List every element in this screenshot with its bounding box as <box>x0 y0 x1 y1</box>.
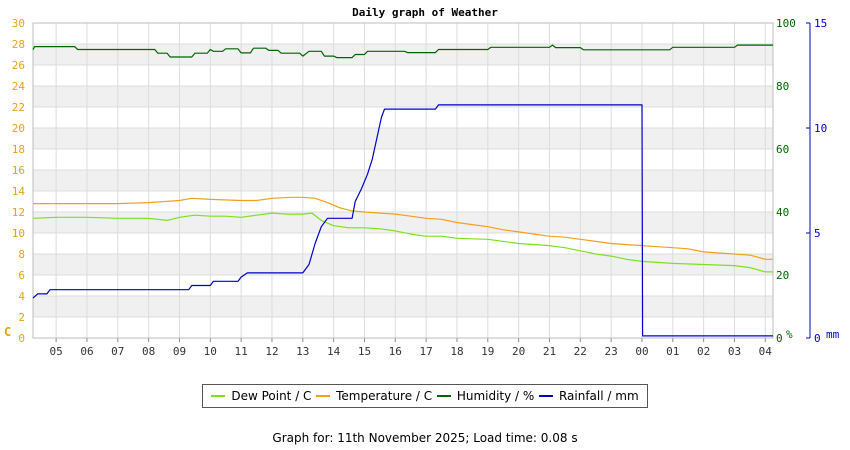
chart-title: Daily graph of Weather <box>352 6 498 19</box>
left-axis-tick-label: 22 <box>12 101 25 114</box>
left-axis-tick-label: 28 <box>12 38 25 51</box>
left-axis-tick-label: 12 <box>12 206 25 219</box>
legend-swatch-humidity <box>436 395 451 397</box>
grid-band <box>33 86 773 107</box>
plot-frame <box>32 22 774 339</box>
x-tick-label: 20 <box>512 345 525 358</box>
grid-band <box>33 254 773 275</box>
series-line-humidity <box>32 44 773 59</box>
humidity-axis-tick-label: 60 <box>776 143 789 156</box>
legend-item-temperature: Temperature / C <box>316 389 432 403</box>
series-line-dew-point <box>32 212 773 273</box>
legend-label-dew-point: Dew Point / C <box>231 389 312 403</box>
left-axis-tick-label: 6 <box>18 269 25 282</box>
left-axis-tick-label: 30 <box>12 17 25 30</box>
grid-band <box>33 170 773 191</box>
left-axis-tick-label: 16 <box>12 164 25 177</box>
legend-label-rainfall: Rainfall / mm <box>558 389 639 403</box>
humidity-axis-tick-label: 40 <box>776 206 789 219</box>
x-tick-label: 22 <box>574 345 587 358</box>
grid-band <box>33 128 773 149</box>
left-axis-unit: C <box>4 325 11 339</box>
left-axis-tick-label: 2 <box>18 311 25 324</box>
left-axis-tick-label: 20 <box>12 122 25 135</box>
x-tick-label: 12 <box>265 345 278 358</box>
left-axis-tick-label: 26 <box>12 59 25 72</box>
series-line-temperature <box>33 196 773 260</box>
x-tick-label: 08 <box>142 345 155 358</box>
x-tick-label: 16 <box>389 345 402 358</box>
legend-swatch-rainfall <box>538 395 553 397</box>
chart-legend: Dew Point / C Temperature / C Humidity /… <box>202 384 648 408</box>
x-tick-label: 06 <box>80 345 93 358</box>
footer-status: Graph for: 11th November 2025; Load time… <box>272 431 578 445</box>
left-axis-tick-label: 8 <box>18 248 25 261</box>
rain-axis-tick-label: 10 <box>814 122 827 135</box>
x-tick-label: 00 <box>635 345 648 358</box>
x-tick-label: 04 <box>759 345 773 358</box>
x-tick-label: 17 <box>420 345 433 358</box>
x-tick-label: 15 <box>358 345 371 358</box>
grid-band <box>33 44 773 65</box>
x-tick-label: 23 <box>605 345 618 358</box>
humidity-axis-tick-label: 0 <box>776 332 783 345</box>
x-tick-label: 05 <box>50 345 63 358</box>
legend-item-humidity: Humidity / % <box>436 389 535 403</box>
x-tick-label: 21 <box>543 345 556 358</box>
legend-swatch-dew-point <box>211 395 226 397</box>
x-tick-label: 09 <box>173 345 186 358</box>
grid-band <box>33 212 773 233</box>
humidity-axis-unit: % <box>786 328 793 341</box>
x-tick-label: 03 <box>728 345 741 358</box>
x-tick-label: 11 <box>235 345 248 358</box>
grid-band <box>33 296 773 317</box>
rain-axis-tick-label: 0 <box>814 332 821 345</box>
legend-label-temperature: Temperature / C <box>336 389 433 403</box>
x-tick-label: 01 <box>666 345 679 358</box>
left-axis-tick-label: 0 <box>18 332 25 345</box>
rain-axis-tick-label: 15 <box>814 17 827 30</box>
rain-axis-tick-label: 5 <box>814 227 821 240</box>
rain-axis-unit: mm <box>826 328 840 341</box>
legend-label-humidity: Humidity / % <box>456 389 535 403</box>
left-axis-tick-label: 24 <box>12 80 26 93</box>
legend-item-rainfall: Rainfall / mm <box>538 389 639 403</box>
humidity-axis-tick-label: 100 <box>776 17 796 30</box>
series-line-rainfall <box>32 104 773 337</box>
x-tick-label: 14 <box>327 345 341 358</box>
left-axis-tick-label: 14 <box>12 185 26 198</box>
left-axis-tick-label: 4 <box>18 290 25 303</box>
x-tick-label: 19 <box>481 345 494 358</box>
legend-item-dew-point: Dew Point / C <box>211 389 311 403</box>
x-tick-label: 18 <box>450 345 463 358</box>
x-tick-label: 10 <box>204 345 217 358</box>
humidity-axis-tick-label: 20 <box>776 269 789 282</box>
x-tick-label: 02 <box>697 345 710 358</box>
left-axis-tick-label: 10 <box>12 227 25 240</box>
x-tick-label: 13 <box>296 345 309 358</box>
left-axis-tick-label: 18 <box>12 143 25 156</box>
humidity-axis-tick-label: 80 <box>776 80 789 93</box>
x-tick-label: 07 <box>111 345 124 358</box>
legend-swatch-temperature <box>316 395 331 397</box>
